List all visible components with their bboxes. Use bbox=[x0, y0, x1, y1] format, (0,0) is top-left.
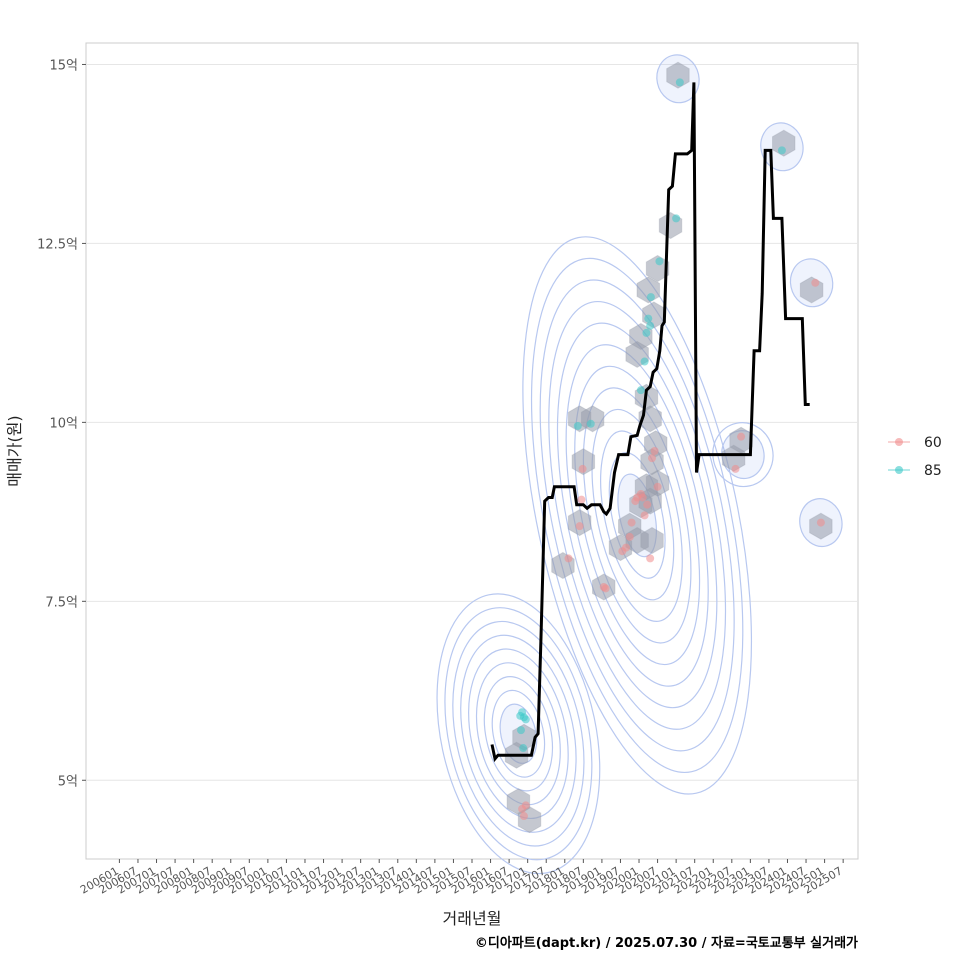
density-contour bbox=[452, 620, 585, 847]
density-contour bbox=[483, 676, 553, 792]
data-point-60 bbox=[650, 447, 659, 455]
y-tick-label: 5억 bbox=[58, 774, 78, 789]
data-point-85 bbox=[573, 421, 582, 430]
density-contour bbox=[460, 634, 577, 833]
data-point-85 bbox=[777, 146, 786, 155]
data-point-85 bbox=[675, 78, 684, 87]
hexbin-cell bbox=[640, 526, 664, 555]
data-point-60 bbox=[653, 482, 662, 491]
data-point-60 bbox=[627, 518, 636, 527]
y-tick-label: 7.5억 bbox=[45, 595, 78, 610]
y-tick-label: 10억 bbox=[49, 416, 78, 431]
caption: ©디아파트(dapt.kr) / 2025.07.30 / 자료=국토교통부 실… bbox=[475, 935, 858, 951]
data-point-85 bbox=[672, 214, 681, 223]
density-contour bbox=[712, 422, 774, 488]
y-tick-label: 15억 bbox=[49, 58, 78, 73]
data-point-85 bbox=[521, 715, 530, 724]
hexbin-cell bbox=[571, 448, 596, 476]
gridlines bbox=[86, 63, 858, 781]
y-axis-title: 매매가(원) bbox=[5, 415, 24, 486]
data-point-60 bbox=[648, 454, 657, 463]
scatter-points bbox=[516, 78, 825, 821]
density-contour bbox=[591, 408, 683, 622]
data-point-60 bbox=[564, 554, 573, 563]
data-point-60 bbox=[577, 495, 586, 504]
density-contour bbox=[491, 689, 546, 778]
data-point-85 bbox=[519, 744, 528, 753]
legend-label: 85 bbox=[924, 463, 942, 479]
legend-label: 60 bbox=[924, 435, 942, 451]
data-point-60 bbox=[643, 500, 652, 509]
data-point-85 bbox=[516, 726, 525, 735]
data-point-60 bbox=[519, 812, 528, 821]
legend-key-60 bbox=[895, 438, 903, 446]
density-contour bbox=[608, 452, 666, 579]
data-point-85 bbox=[644, 314, 653, 323]
data-point-60 bbox=[578, 464, 587, 473]
data-point-60 bbox=[816, 518, 825, 527]
data-point-85 bbox=[636, 386, 645, 395]
density-contour bbox=[539, 279, 735, 752]
data-point-60 bbox=[625, 532, 634, 541]
data-point-85 bbox=[646, 321, 655, 330]
data-point-85 bbox=[640, 357, 649, 366]
y-tick-label: 12.5억 bbox=[37, 237, 78, 252]
data-point-60 bbox=[737, 432, 746, 441]
data-point-85 bbox=[646, 293, 655, 302]
density-contour bbox=[530, 257, 744, 774]
density-contour bbox=[522, 236, 753, 795]
density-contour bbox=[475, 662, 561, 806]
data-point-60 bbox=[811, 278, 820, 287]
data-point-60 bbox=[646, 554, 655, 563]
density-contour bbox=[436, 593, 601, 875]
density-contour bbox=[600, 430, 675, 601]
data-point-85 bbox=[642, 328, 651, 337]
data-point-60 bbox=[622, 543, 631, 552]
x-axis-ticks: 2006012006072007012007072008012008072009… bbox=[78, 859, 845, 897]
median-price-line bbox=[490, 82, 810, 763]
y-axis-ticks: 5억 7.5억 10억 12.5억 15억 bbox=[37, 58, 86, 789]
x-axis-title: 거래년월 bbox=[443, 909, 502, 928]
data-point-60 bbox=[575, 522, 584, 531]
hexbin-cell bbox=[580, 405, 605, 433]
density-contour bbox=[548, 300, 727, 730]
data-point-60 bbox=[731, 464, 740, 473]
data-point-60 bbox=[638, 493, 647, 502]
data-point-60 bbox=[521, 801, 530, 810]
density-contour bbox=[556, 322, 718, 709]
data-point-60 bbox=[601, 584, 610, 593]
data-point-85 bbox=[586, 419, 595, 428]
legend-key-85 bbox=[895, 466, 903, 474]
data-point-60 bbox=[640, 511, 649, 520]
density-contour bbox=[444, 607, 593, 861]
legend: 60 85 bbox=[888, 435, 942, 479]
data-point-85 bbox=[655, 257, 664, 266]
